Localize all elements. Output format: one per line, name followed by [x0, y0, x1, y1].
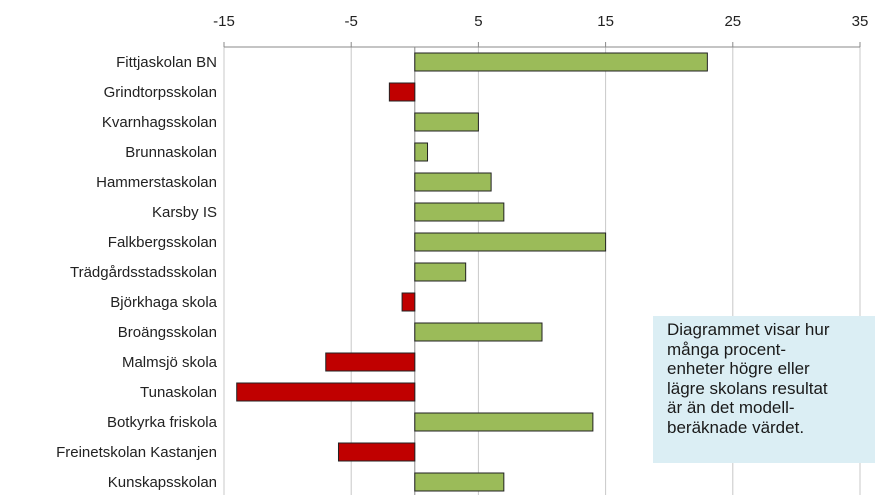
- bar: [414, 172, 492, 192]
- bar: [414, 112, 479, 132]
- bar: [414, 262, 467, 282]
- category-label: Freinetskolan Kastanjen: [56, 444, 217, 461]
- bar: [414, 52, 708, 72]
- note-line: många procent-: [667, 339, 787, 359]
- category-label: Kunskapsskolan: [108, 474, 217, 491]
- bar: [414, 232, 607, 252]
- note-line: beräknade värdet.: [667, 417, 805, 437]
- note-line: lägre skolans resultat: [667, 378, 828, 398]
- category-label: Grindtorpsskolan: [104, 84, 217, 101]
- bar: [388, 82, 416, 102]
- bar: [337, 442, 416, 462]
- note-line: enheter högre eller: [667, 359, 810, 378]
- bar: [401, 292, 416, 312]
- category-label: Brunnaskolan: [125, 144, 217, 161]
- category-label: Malmsjö skola: [122, 354, 218, 371]
- x-tick-label: 5: [474, 13, 482, 30]
- x-tick-label: 35: [852, 13, 869, 30]
- note-line: Diagrammet visar hur: [667, 320, 830, 339]
- bar: [325, 352, 416, 372]
- x-tick-label: 25: [724, 13, 741, 30]
- x-tick-label: -5: [345, 13, 358, 30]
- category-label: Trädgårdsstadsskolan: [70, 264, 217, 281]
- category-label: Fittjaskolan BN: [116, 54, 217, 71]
- bar: [414, 202, 505, 222]
- bar: [414, 472, 505, 492]
- category-label: Hammerstaskolan: [96, 174, 217, 191]
- category-label: Tunaskolan: [140, 384, 217, 401]
- x-tick-label: 15: [597, 13, 614, 30]
- category-label: Karsby IS: [152, 204, 217, 221]
- category-label: Broängsskolan: [118, 324, 217, 341]
- explanation-note: Diagrammet visar hur många procent- enhe…: [653, 316, 875, 463]
- category-label: Kvarnhagsskolan: [102, 114, 217, 131]
- bar: [236, 382, 416, 402]
- bar: [414, 412, 594, 432]
- category-label: Björkhaga skola: [110, 294, 217, 311]
- x-tick-label: -15: [213, 13, 235, 30]
- bar: [414, 322, 543, 342]
- bar: [414, 142, 429, 162]
- category-label: Botkyrka friskola: [107, 414, 218, 431]
- category-label: Falkbergsskolan: [108, 234, 217, 251]
- note-line: är än det modell-: [667, 398, 795, 417]
